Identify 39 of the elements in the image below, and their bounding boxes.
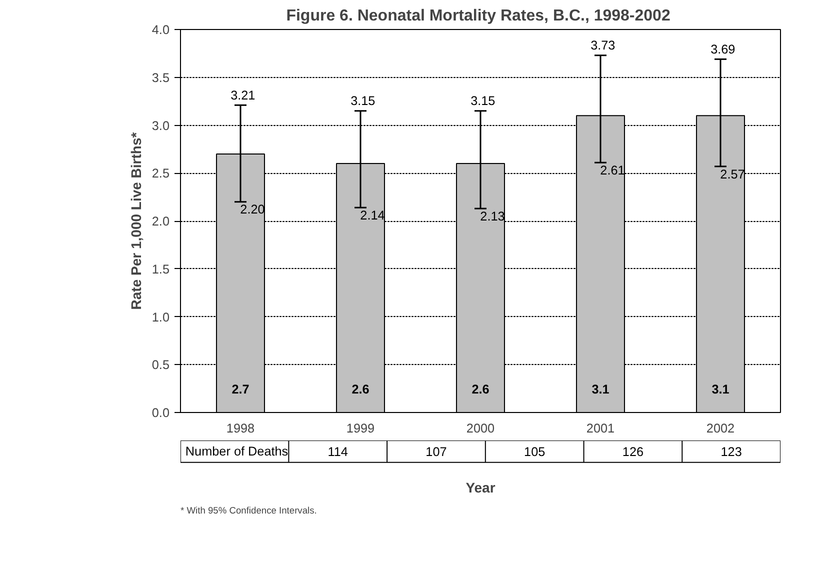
x-tick-label: 2001 [586, 422, 615, 436]
annotation: 3.15 [350, 94, 376, 108]
y-tick-label: 1.5 [152, 262, 170, 276]
y-tick-label: 2.0 [152, 214, 170, 228]
x-axis-title: Year [466, 480, 496, 496]
text: Number of Deaths [185, 444, 288, 458]
x-tick-label: 1998 [226, 422, 255, 436]
y-tick-label: 3.0 [152, 118, 170, 133]
x-tick-label: 2002 [706, 422, 735, 436]
text: 114 [328, 444, 348, 459]
annotation: 2.13 [480, 209, 505, 224]
data-label: 2.7 [232, 382, 250, 396]
annotation: 3.73 [590, 38, 616, 53]
data-label: 2.6 [352, 382, 370, 396]
y-tick-label: 3.5 [152, 70, 170, 85]
annotation: 3.21 [230, 88, 256, 102]
y-tick-label: 1.0 [152, 310, 170, 324]
x-tick-label: 2000 [466, 422, 495, 436]
text: 105 [524, 444, 546, 459]
data-label: 2.6 [472, 382, 490, 396]
chart-title: Figure 6. Neonatal Mortality Rates, B.C., 1998-2002 [286, 8, 670, 24]
annotation: 2.57 [720, 167, 745, 182]
x-tick-label: 1999 [346, 422, 375, 436]
annotation: 3.15 [470, 94, 496, 108]
y-tick-label: 2.5 [152, 166, 170, 181]
y-tick-label: 0.0 [152, 406, 170, 420]
text: 123 [720, 444, 742, 459]
y-tick-label: 0.5 [152, 358, 170, 372]
annotation: 3.69 [710, 42, 736, 56]
y-tick-label: 4.0 [152, 23, 170, 37]
data-label: 3.1 [712, 382, 730, 396]
text: 126 [622, 444, 644, 459]
y-axis-title: Rate Per 1,000 Live Births* [128, 132, 144, 310]
text: * With 95% Confidence Intervals. [180, 506, 317, 516]
data-label: 3.1 [592, 382, 610, 396]
text: 107 [426, 444, 447, 459]
annotation: 2.14 [360, 208, 385, 222]
annotation: 2.61 [600, 163, 625, 178]
annotation: 2.20 [240, 202, 265, 217]
